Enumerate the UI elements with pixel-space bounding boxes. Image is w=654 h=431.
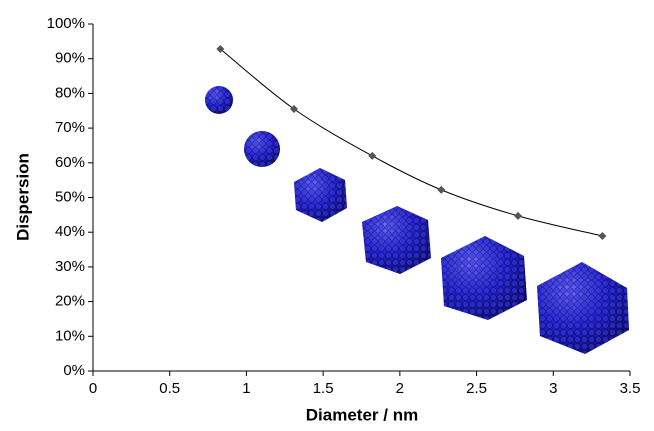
data-point	[216, 44, 225, 53]
data-point	[289, 105, 298, 114]
y-tick-label: 60%	[55, 154, 85, 171]
x-tick-label: 1.5	[313, 380, 334, 397]
x-tick-label: 1	[242, 380, 250, 397]
x-tick-label: 2.5	[466, 380, 487, 397]
cluster	[244, 131, 280, 167]
x-tick-label: 0.5	[159, 380, 180, 397]
y-tick-label: 50%	[55, 188, 85, 205]
y-tick-label: 10%	[55, 327, 85, 344]
data-point	[513, 211, 522, 220]
x-tick-label: 3	[549, 380, 557, 397]
y-tick-label: 20%	[55, 293, 85, 310]
data-point	[368, 151, 377, 160]
cluster	[362, 206, 431, 274]
y-tick-label: 70%	[55, 119, 85, 136]
data-point	[598, 232, 607, 241]
cluster	[537, 262, 629, 354]
cluster	[294, 168, 347, 222]
y-tick-label: 100%	[47, 15, 85, 32]
y-tick-label: 40%	[55, 223, 85, 240]
trend-line	[220, 48, 603, 237]
x-tick-label: 3.5	[620, 380, 641, 397]
cluster-illustrations	[205, 86, 629, 354]
data-point	[437, 185, 446, 194]
y-tick-label: 80%	[55, 84, 85, 101]
y-tick-label: 90%	[55, 50, 85, 67]
x-axis-title: Diameter / nm	[306, 405, 418, 424]
x-tick-label: 0	[89, 380, 97, 397]
cluster	[441, 236, 527, 320]
y-axis-title: Dispersion	[13, 153, 32, 241]
cluster	[205, 86, 233, 114]
y-tick-label: 0%	[63, 362, 85, 379]
x-tick-label: 2	[396, 380, 404, 397]
y-tick-label: 30%	[55, 258, 85, 275]
